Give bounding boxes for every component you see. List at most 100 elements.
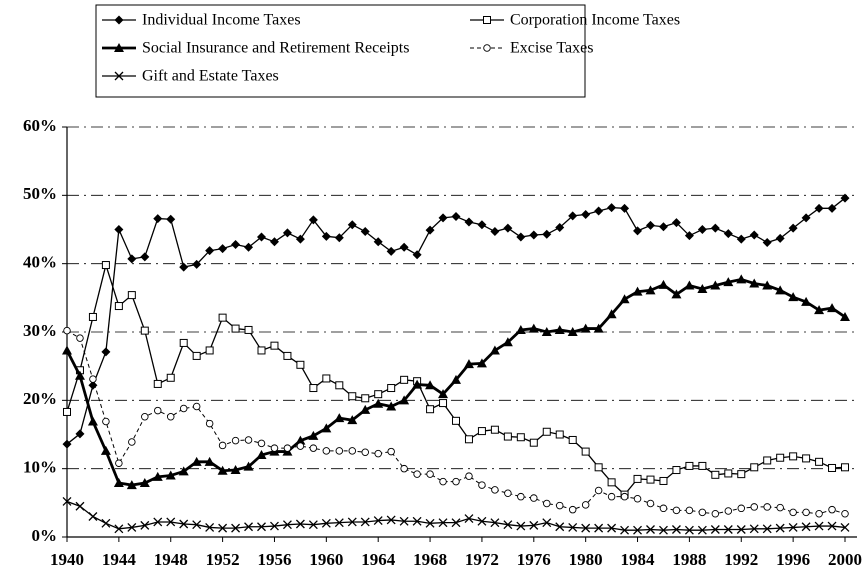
marker — [179, 404, 188, 413]
marker — [127, 522, 137, 532]
marker — [74, 370, 85, 380]
marker — [322, 447, 331, 455]
marker — [555, 222, 565, 232]
marker — [672, 466, 681, 475]
marker — [594, 206, 604, 216]
marker — [658, 222, 668, 232]
marker — [192, 520, 202, 530]
marker — [309, 444, 318, 452]
marker — [620, 492, 629, 501]
marker — [710, 223, 720, 233]
marker — [542, 427, 551, 436]
marker — [568, 211, 578, 221]
legend-label: Gift and Estate Taxes — [142, 68, 279, 85]
y-tick-label: 50% — [23, 184, 57, 203]
marker — [671, 525, 681, 534]
marker — [360, 404, 371, 414]
marker — [710, 525, 720, 534]
marker — [775, 285, 786, 295]
marker — [308, 430, 319, 440]
marker — [762, 237, 772, 247]
marker — [386, 401, 397, 411]
marker — [192, 259, 202, 269]
marker — [153, 517, 163, 527]
marker — [814, 203, 824, 213]
marker — [646, 220, 655, 230]
marker — [555, 501, 564, 510]
marker — [166, 412, 175, 421]
marker — [477, 220, 487, 230]
marker — [736, 274, 747, 284]
marker — [489, 345, 500, 355]
marker — [439, 477, 447, 486]
marker — [166, 214, 176, 224]
marker — [114, 524, 124, 534]
marker — [685, 506, 694, 515]
marker — [671, 289, 682, 299]
marker — [620, 525, 630, 535]
marker — [335, 447, 344, 455]
marker — [425, 380, 436, 390]
marker — [581, 501, 590, 509]
marker — [633, 226, 643, 236]
marker — [762, 280, 773, 290]
marker — [593, 323, 604, 333]
marker — [399, 242, 409, 252]
marker — [451, 374, 461, 384]
x-tick-label: 1980 — [569, 550, 603, 569]
marker — [128, 438, 136, 446]
marker — [750, 503, 758, 511]
marker — [205, 246, 215, 256]
marker — [101, 261, 110, 270]
marker — [141, 412, 149, 421]
marker — [723, 277, 734, 287]
marker — [530, 494, 538, 502]
marker — [257, 346, 266, 355]
marker — [282, 228, 292, 238]
x-tick-label: 1956 — [257, 550, 291, 569]
marker — [619, 294, 630, 304]
marker — [360, 517, 370, 527]
marker — [348, 392, 357, 401]
legend-label: Excise Taxes — [510, 40, 593, 57]
marker — [308, 215, 318, 225]
marker — [516, 232, 526, 242]
marker — [607, 478, 616, 487]
marker — [399, 395, 410, 405]
x-tick-label: 1996 — [776, 550, 810, 569]
marker — [478, 481, 486, 489]
x-tick-label: 2000 — [828, 550, 862, 569]
marker — [684, 525, 694, 535]
x-tick-label: 1944 — [102, 550, 137, 569]
marker — [412, 516, 422, 526]
marker — [399, 516, 409, 526]
marker — [244, 522, 253, 532]
marker — [88, 512, 98, 521]
marker — [788, 223, 798, 233]
marker — [464, 435, 473, 444]
marker — [710, 280, 721, 290]
marker — [127, 254, 137, 264]
marker — [672, 506, 681, 515]
marker — [400, 464, 408, 473]
marker — [684, 280, 695, 290]
marker — [711, 510, 720, 518]
marker — [840, 193, 850, 203]
marker — [503, 432, 512, 441]
marker — [438, 389, 449, 399]
legend-label: Social Insurance and Retirement Receipts — [142, 40, 409, 57]
marker — [373, 516, 383, 526]
marker — [607, 492, 616, 501]
marker — [801, 296, 812, 306]
marker — [425, 518, 435, 528]
marker — [776, 453, 785, 462]
marker — [724, 507, 733, 515]
marker — [114, 302, 123, 311]
marker — [646, 499, 655, 508]
marker — [218, 441, 227, 450]
marker — [412, 379, 423, 389]
marker — [542, 518, 552, 528]
marker — [205, 346, 214, 355]
marker — [283, 444, 292, 452]
marker — [543, 499, 551, 508]
